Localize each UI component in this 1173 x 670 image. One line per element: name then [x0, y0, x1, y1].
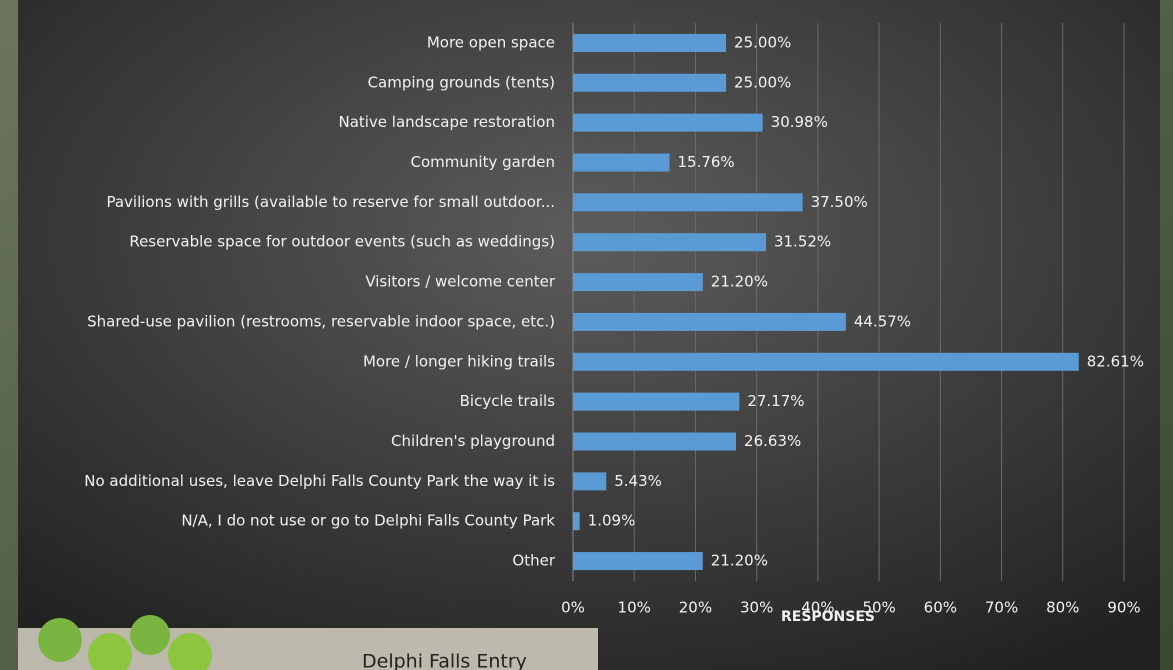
page: Delphi Falls Entry RESPONSES 0%10%20%30%… [0, 0, 1173, 670]
y-tick-label: N/A, I do not use or go to Delphi Falls … [181, 512, 555, 530]
x-tick-label: 50% [862, 599, 895, 617]
data-label: 27.17% [747, 392, 804, 410]
x-tick-label: 0% [561, 599, 585, 617]
data-label: 31.52% [774, 233, 831, 251]
y-tick-label: Bicycle trails [460, 392, 556, 410]
chart: Delphi Falls Entry RESPONSES 0%10%20%30%… [0, 0, 1173, 670]
data-label: 37.50% [811, 193, 868, 211]
bar [573, 273, 703, 291]
y-tick-label: No additional uses, leave Delphi Falls C… [84, 472, 555, 490]
bar [573, 233, 766, 251]
bar [573, 114, 763, 132]
bar [573, 433, 736, 451]
data-label: 5.43% [614, 472, 662, 490]
x-tick-label: 20% [679, 599, 712, 617]
x-tick-label: 10% [618, 599, 651, 617]
bar [573, 34, 726, 52]
bar [573, 353, 1079, 371]
y-tick-label: Community garden [411, 153, 555, 171]
bar [573, 154, 669, 172]
bar [573, 313, 846, 331]
y-tick-label: Children's playground [391, 432, 555, 450]
x-tick-label: 60% [924, 599, 957, 617]
y-tick-label: More / longer hiking trails [363, 352, 555, 370]
y-tick-label: More open space [427, 33, 555, 51]
bar [573, 552, 703, 570]
bar [573, 472, 606, 490]
y-tick-label: Reservable space for outdoor events (suc… [129, 233, 555, 251]
data-label: 44.57% [854, 312, 911, 330]
bar [573, 393, 739, 411]
y-tick-label: Pavilions with grills (available to rese… [106, 193, 555, 211]
data-label: 26.63% [744, 432, 801, 450]
data-label: 25.00% [734, 73, 791, 91]
x-tick-label: 30% [740, 599, 773, 617]
y-tick-label: Other [512, 552, 555, 570]
x-tick-label: 40% [801, 599, 834, 617]
data-label: 21.20% [711, 273, 768, 291]
x-tick-label: 80% [1046, 599, 1079, 617]
data-label: 1.09% [588, 512, 636, 530]
data-label: 82.61% [1087, 352, 1144, 370]
data-label: 21.20% [711, 552, 768, 570]
y-tick-label: Camping grounds (tents) [368, 73, 555, 91]
bar [573, 512, 580, 530]
y-tick-label: Visitors / welcome center [365, 273, 556, 291]
data-label: 25.00% [734, 33, 791, 51]
y-tick-label: Shared-use pavilion (restrooms, reservab… [87, 312, 555, 330]
data-label: 30.98% [771, 113, 828, 131]
annotation: Delphi Falls Entry [362, 651, 527, 670]
x-tick-label: 70% [985, 599, 1018, 617]
y-tick-label: Native landscape restoration [338, 113, 555, 131]
bar [573, 193, 803, 211]
data-label: 15.76% [677, 153, 734, 171]
x-tick-label: 90% [1107, 599, 1140, 617]
bar [573, 74, 726, 92]
